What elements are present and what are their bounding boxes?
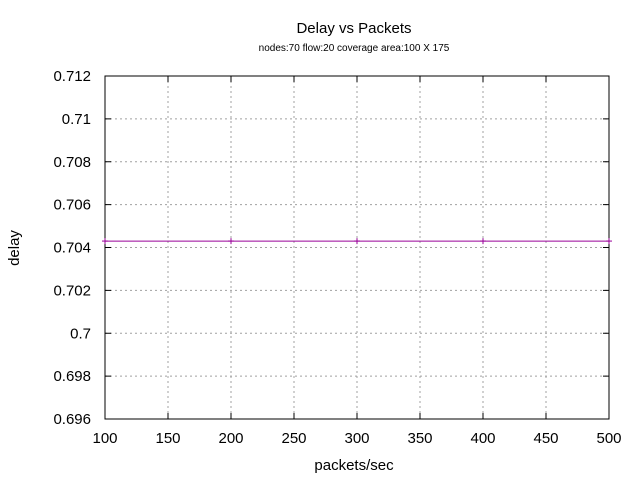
y-tick-label: 0.698 (53, 368, 91, 385)
x-tick-label: 350 (407, 430, 432, 447)
x-tick-label: 450 (533, 430, 558, 447)
x-axis-label: packets/sec (314, 457, 394, 474)
chart-title: Delay vs Packets (296, 20, 411, 37)
y-tick-label: 0.696 (53, 411, 91, 428)
x-tick-label: 150 (155, 430, 180, 447)
x-tick-label: 100 (92, 430, 117, 447)
y-tick-labels: 0.696 0.698 0.7 0.702 0.704 0.706 0.708 0.71 0.7… (53, 68, 91, 428)
y-tick-label: 0.706 (53, 197, 91, 214)
y-axis-label: delay (6, 230, 23, 266)
y-tick-label: 0.712 (53, 68, 91, 85)
y-tick-label: 0.702 (53, 282, 91, 299)
y-tick-label: 0.7 (70, 325, 91, 342)
x-tick-label: 200 (218, 430, 243, 447)
x-tick-label: 500 (596, 430, 621, 447)
x-tick-label: 300 (344, 430, 369, 447)
series-group (102, 238, 612, 245)
chart-subtitle: nodes:70 flow:20 coverage area:100 X 175 (259, 43, 450, 54)
ticks (104, 75, 610, 420)
x-tick-label: 400 (470, 430, 495, 447)
grid (105, 76, 609, 419)
y-tick-label: 0.708 (53, 154, 91, 171)
y-tick-label: 0.71 (62, 111, 91, 128)
y-tick-label: 0.704 (53, 240, 91, 257)
x-tick-labels: 100 150 200 250 300 350 400 450 500 (92, 430, 621, 447)
x-tick-label: 250 (281, 430, 306, 447)
